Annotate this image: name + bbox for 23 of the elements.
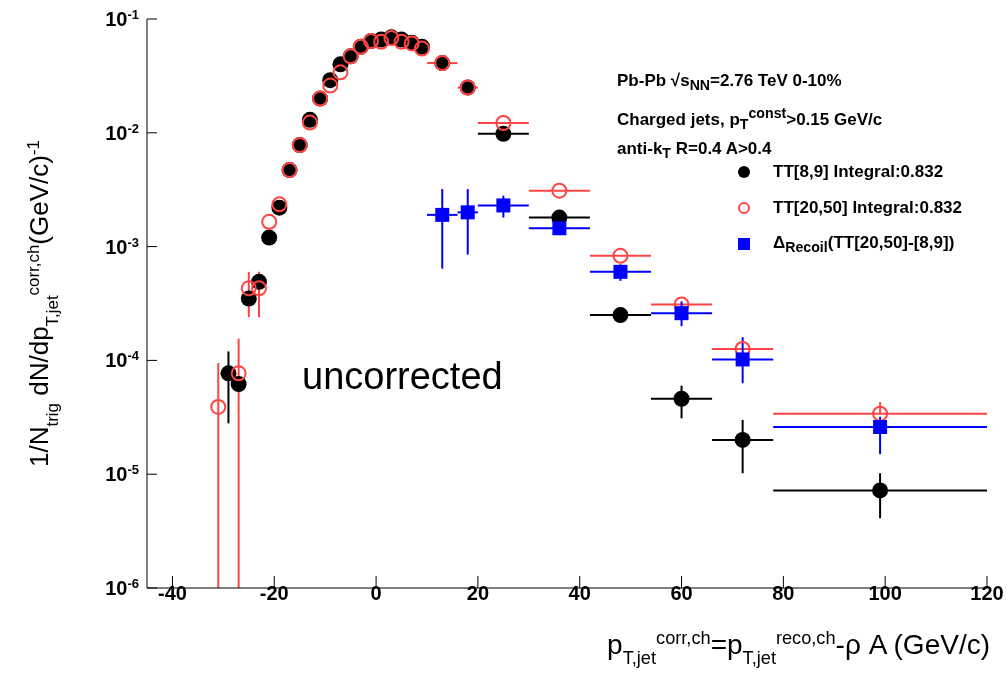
- x-tick-label: 100: [868, 582, 902, 604]
- y-tick-label: 10$^{-4}$: [105, 347, 140, 372]
- y-tick-label: 10$^{-5}$: [105, 461, 139, 486]
- annotation: anti-k$_{T}$ R=0.4 A>0.4: [617, 139, 773, 162]
- x-tick-label: 20: [466, 582, 490, 604]
- y-tick-label: 10$^{-6}$: [105, 575, 139, 599]
- x-tick-label: 80: [772, 582, 795, 604]
- legend-label: TT[8,9] Integral:0.832: [773, 162, 944, 182]
- y-tick-label: 10$^{-1}$: [105, 6, 139, 30]
- legend-label: Δ$_{Recoil}$(TT[20,50]-[8,9]): [773, 232, 955, 256]
- y-tick-label: 10$^{-3}$: [105, 234, 139, 258]
- annotation: uncorrected: [302, 355, 503, 398]
- annotation: Pb-Pb √s$_{NN}$=2.76 TeV 0-10%: [617, 71, 843, 94]
- y-tick-label: 10$^{-2}$: [105, 120, 139, 144]
- x-tick-label: 40: [568, 582, 591, 604]
- legend-label: TT[20,50] Integral:0.832: [773, 198, 962, 218]
- x-tick-label: 0: [370, 582, 382, 604]
- x-tick-label: 60: [670, 582, 693, 604]
- x-tick-label: 120: [970, 582, 1004, 604]
- x-tick-label: -40: [158, 582, 187, 604]
- annotation: Charged jets, p$_{T}$$^{const}$>0.15 GeV/c: [617, 105, 884, 133]
- x-tick-label: -20: [259, 582, 289, 604]
- x-axis-title: p$_{T,jet}$$^{corr,ch}$=p$_{T,jet}$$^{reco,ch}$-ρ A (GeV/c): [607, 628, 990, 668]
